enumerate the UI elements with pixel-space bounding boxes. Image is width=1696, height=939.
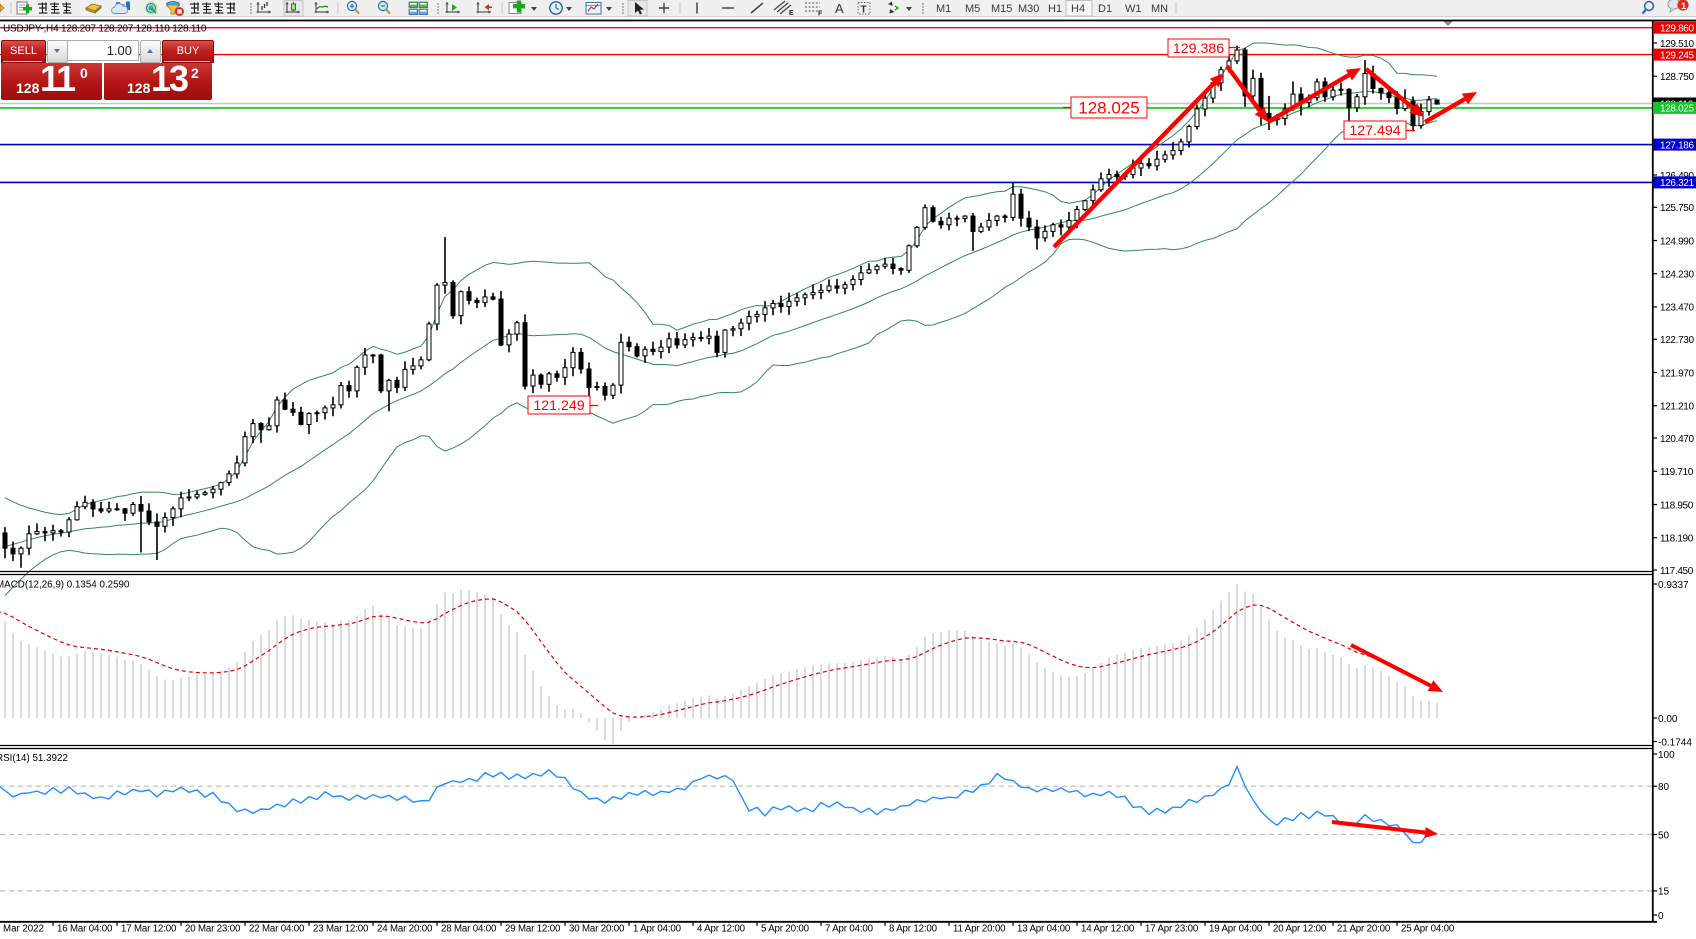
svg-text:127.186: 127.186 xyxy=(1660,140,1694,151)
svg-text:121.210: 121.210 xyxy=(1660,402,1694,413)
svg-text:Mar 2022: Mar 2022 xyxy=(3,924,44,935)
svg-text:117.450: 117.450 xyxy=(1660,566,1694,577)
svg-text:16 Mar 04:00: 16 Mar 04:00 xyxy=(57,924,113,935)
svg-text:14 Apr 12:00: 14 Apr 12:00 xyxy=(1081,924,1135,935)
svg-text:15: 15 xyxy=(1658,887,1670,898)
svg-text:17 Mar 12:00: 17 Mar 12:00 xyxy=(121,924,177,935)
svg-text:F: F xyxy=(818,11,823,18)
svg-text:118.950: 118.950 xyxy=(1660,500,1694,511)
svg-text:USDJPY-,H4 128.207 128.207 12: USDJPY-,H4 128.207 128.207 128.110 128.1… xyxy=(3,24,207,35)
svg-text:29 Mar 12:00: 29 Mar 12:00 xyxy=(505,924,561,935)
svg-text:20 Apr 12:00: 20 Apr 12:00 xyxy=(1273,924,1327,935)
svg-text:119.710: 119.710 xyxy=(1660,467,1694,478)
svg-text:0: 0 xyxy=(1658,911,1664,922)
svg-text:28 Mar 04:00: 28 Mar 04:00 xyxy=(441,924,497,935)
svg-text:125.750: 125.750 xyxy=(1660,203,1694,214)
svg-text:0.00: 0.00 xyxy=(1658,714,1678,725)
svg-text:0.9337: 0.9337 xyxy=(1658,580,1689,591)
svg-text:A: A xyxy=(835,1,844,16)
svg-text:129.510: 129.510 xyxy=(1660,39,1694,50)
svg-text:128.750: 128.750 xyxy=(1660,72,1694,83)
svg-text:11 Apr 20:00: 11 Apr 20:00 xyxy=(953,924,1006,935)
svg-text:126.490: 126.490 xyxy=(1660,171,1694,182)
svg-text:118.190: 118.190 xyxy=(1660,534,1694,545)
svg-text:129.245: 129.245 xyxy=(1660,50,1694,61)
svg-text:M1: M1 xyxy=(936,3,951,15)
svg-text:129.386: 129.386 xyxy=(1173,41,1224,57)
svg-text:13 Apr 04:00: 13 Apr 04:00 xyxy=(1017,924,1071,935)
svg-text:127.494: 127.494 xyxy=(1349,123,1400,139)
svg-text:22 Mar 04:00: 22 Mar 04:00 xyxy=(249,924,305,935)
svg-text:126.321: 126.321 xyxy=(1660,178,1694,189)
svg-text:122.730: 122.730 xyxy=(1660,335,1694,346)
svg-text:RSI(14) 51.3922: RSI(14) 51.3922 xyxy=(0,753,68,764)
svg-text:123.470: 123.470 xyxy=(1660,303,1694,314)
svg-text:50: 50 xyxy=(1658,830,1670,841)
svg-text:121.249: 121.249 xyxy=(533,398,584,414)
svg-text:20 Mar 23:00: 20 Mar 23:00 xyxy=(185,924,241,935)
svg-text:W1: W1 xyxy=(1125,3,1142,15)
svg-text:4 Apr 12:00: 4 Apr 12:00 xyxy=(697,924,746,935)
svg-text:19 Apr 04:00: 19 Apr 04:00 xyxy=(1209,924,1263,935)
svg-text:124.990: 124.990 xyxy=(1660,236,1694,247)
svg-text:121.970: 121.970 xyxy=(1660,368,1694,379)
svg-text:124.230: 124.230 xyxy=(1660,270,1694,281)
svg-text:7 Apr 04:00: 7 Apr 04:00 xyxy=(825,924,874,935)
svg-text:17 Apr 23:00: 17 Apr 23:00 xyxy=(1145,924,1199,935)
svg-text:MACD(12,26,9) 0.1354 0.2590: MACD(12,26,9) 0.1354 0.2590 xyxy=(0,580,130,591)
svg-text:E: E xyxy=(789,10,794,17)
svg-text:-0.1744: -0.1744 xyxy=(1658,737,1692,748)
svg-text:8 Apr 12:00: 8 Apr 12:00 xyxy=(889,924,938,935)
svg-text:1 Apr 04:00: 1 Apr 04:00 xyxy=(633,924,682,935)
svg-text:30 Mar 20:00: 30 Mar 20:00 xyxy=(569,924,625,935)
svg-text:D1: D1 xyxy=(1098,3,1112,15)
svg-text:25 Apr 04:00: 25 Apr 04:00 xyxy=(1401,924,1455,935)
svg-text:H4: H4 xyxy=(1071,3,1085,15)
svg-text:21 Apr 20:00: 21 Apr 20:00 xyxy=(1337,924,1391,935)
svg-text:M15: M15 xyxy=(991,3,1012,15)
svg-text:M30: M30 xyxy=(1018,3,1039,15)
svg-text:MN: MN xyxy=(1151,3,1168,15)
svg-text:129.860: 129.860 xyxy=(1660,24,1694,35)
svg-text:80: 80 xyxy=(1658,782,1670,793)
svg-text:120.470: 120.470 xyxy=(1660,434,1694,445)
svg-text:M5: M5 xyxy=(965,3,980,15)
svg-text:5 Apr 20:00: 5 Apr 20:00 xyxy=(761,924,810,935)
svg-text:128.025: 128.025 xyxy=(1078,99,1139,118)
svg-text:H1: H1 xyxy=(1048,3,1062,15)
svg-text:128.025: 128.025 xyxy=(1660,104,1694,115)
svg-text:100: 100 xyxy=(1658,750,1675,761)
svg-text:1: 1 xyxy=(1681,1,1687,12)
svg-text:23 Mar 12:00: 23 Mar 12:00 xyxy=(313,924,369,935)
svg-text:T: T xyxy=(861,5,867,16)
svg-text:24 Mar 20:00: 24 Mar 20:00 xyxy=(377,924,433,935)
